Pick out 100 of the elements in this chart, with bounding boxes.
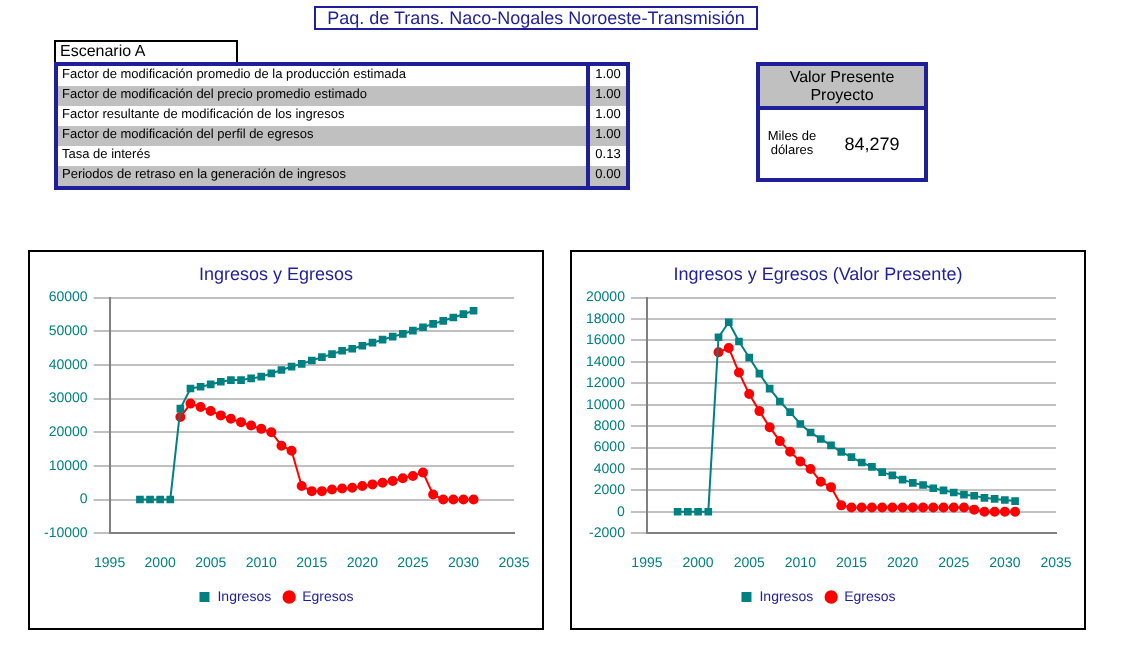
- point: [907, 502, 918, 513]
- point: [990, 495, 999, 503]
- point: [897, 502, 908, 513]
- point: [744, 388, 755, 399]
- point: [318, 353, 326, 361]
- point: [866, 502, 877, 513]
- text: 84,279: [842, 134, 902, 154]
- point: [857, 458, 866, 467]
- point: [337, 483, 348, 494]
- point: [877, 502, 888, 513]
- point: [938, 502, 949, 513]
- point: [970, 491, 979, 500]
- point: [448, 494, 459, 505]
- point: [714, 333, 723, 342]
- point: [418, 467, 429, 478]
- point: [256, 423, 267, 434]
- point: [377, 477, 388, 488]
- point: [316, 486, 327, 497]
- point: [1011, 497, 1019, 505]
- point: [796, 420, 805, 428]
- text: Paq. de Trans. Naco-Nogales Noroeste-Transmisión: [314, 6, 758, 30]
- point: [156, 495, 164, 504]
- point: [327, 484, 338, 495]
- point: [909, 479, 917, 487]
- point: [989, 506, 1000, 517]
- point: [776, 397, 784, 406]
- point: [929, 484, 938, 493]
- point: [388, 332, 397, 341]
- point: [348, 344, 357, 353]
- point: [948, 502, 959, 513]
- point: [960, 490, 968, 499]
- point: [1001, 496, 1009, 504]
- point: [980, 494, 989, 502]
- point: [805, 463, 816, 474]
- point: [949, 488, 958, 497]
- point: [724, 318, 733, 327]
- point: [246, 420, 257, 431]
- point: [979, 506, 990, 517]
- point: [166, 495, 175, 504]
- point: [928, 502, 939, 513]
- point: [195, 401, 206, 412]
- point: [815, 476, 826, 487]
- point: [704, 507, 713, 516]
- point: [429, 320, 437, 328]
- point: [307, 356, 316, 365]
- point: [397, 473, 408, 484]
- point: [754, 406, 765, 417]
- point: [438, 494, 449, 505]
- point: [785, 446, 796, 457]
- point: [969, 504, 980, 515]
- point: [257, 372, 266, 381]
- point: [225, 413, 236, 424]
- point: [846, 502, 857, 513]
- point: [827, 441, 835, 450]
- point: [428, 489, 439, 500]
- point: [277, 366, 286, 374]
- point: [836, 500, 847, 511]
- point: [306, 486, 317, 497]
- point: [347, 482, 358, 493]
- point: [694, 507, 702, 516]
- point: [387, 476, 398, 487]
- point: [816, 435, 825, 443]
- point: [328, 350, 336, 358]
- point: [419, 323, 427, 332]
- text: Valor Presente Proyecto: [760, 66, 924, 110]
- point: [1010, 506, 1021, 517]
- point: [745, 353, 754, 362]
- point: [764, 422, 775, 433]
- point: [887, 502, 898, 513]
- point: [378, 335, 387, 344]
- point: [733, 367, 744, 378]
- point: [847, 453, 856, 461]
- point: [216, 377, 225, 386]
- chart-title: Ingresos y Egresos: [198, 263, 355, 284]
- point: [236, 417, 247, 428]
- point: [837, 447, 846, 456]
- point: [206, 380, 215, 389]
- point: [205, 406, 216, 417]
- point: [468, 494, 479, 505]
- point: [878, 468, 886, 476]
- point: [459, 310, 468, 318]
- point: [338, 346, 346, 355]
- point: [774, 436, 785, 447]
- point: [296, 481, 307, 492]
- point: [786, 408, 794, 417]
- point: [868, 462, 876, 471]
- point: [918, 502, 929, 513]
- point: [227, 376, 235, 384]
- point: [735, 337, 743, 346]
- point: [185, 398, 196, 409]
- point: [237, 376, 245, 384]
- point: [684, 507, 692, 516]
- point: [723, 342, 734, 353]
- point: [795, 456, 806, 467]
- point: [276, 440, 287, 451]
- point: [368, 338, 377, 347]
- chart-title: Ingresos y Egresos (Valor Presente): [673, 263, 963, 284]
- point: [919, 481, 927, 489]
- point: [136, 495, 144, 504]
- point: [439, 317, 448, 325]
